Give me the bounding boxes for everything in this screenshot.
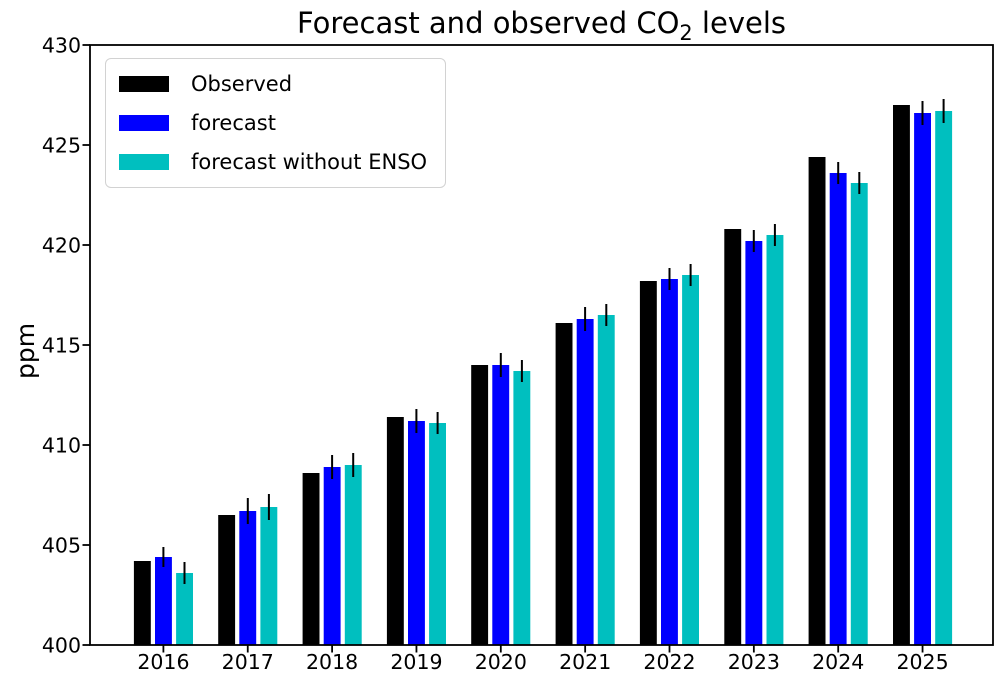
legend-swatch-forecast [119, 115, 169, 131]
x-tick-label-2017: 2017 [222, 650, 274, 674]
x-tick-label-2019: 2019 [390, 650, 442, 674]
x-tick-label-2023: 2023 [728, 650, 780, 674]
x-tick-label-2021: 2021 [559, 650, 611, 674]
bar-forecast-without-enso-2019 [429, 423, 446, 645]
x-tick-label-2024: 2024 [812, 650, 864, 674]
bar-forecast-2019 [408, 421, 425, 645]
chart-title: Forecast and observed CO2 levels [90, 6, 993, 43]
bar-forecast-2021 [576, 319, 594, 645]
y-tick-label-405: 405 [42, 533, 81, 557]
legend-item-forecast: forecast [119, 108, 427, 138]
legend-label-forecast-without-enso: forecast without ENSO [191, 150, 428, 174]
bar-observed-2016 [133, 561, 151, 645]
bar-observed-2022 [639, 281, 657, 645]
chart-title-subscript: 2 [679, 20, 693, 45]
y-tick-label-410: 410 [42, 433, 81, 457]
bar-forecast-2024 [829, 173, 847, 645]
bar-forecast-2017 [239, 511, 257, 645]
bar-forecast-without-enso-2016 [176, 573, 193, 645]
bar-forecast-without-enso-2020 [513, 371, 531, 645]
bar-forecast-without-enso-2017 [260, 507, 278, 645]
bar-observed-2017 [218, 515, 236, 645]
legend-swatch-observed [119, 76, 169, 92]
legend-swatch-forecast-without-enso [119, 154, 169, 170]
bar-observed-2023 [724, 229, 742, 645]
x-tick-label-2025: 2025 [896, 650, 948, 674]
bar-forecast-without-enso-2022 [682, 275, 699, 645]
bar-forecast-2018 [323, 467, 341, 645]
y-tick-label-425: 425 [42, 133, 81, 157]
legend-item-observed: Observed [119, 69, 427, 99]
bar-forecast-2020 [492, 365, 510, 645]
bar-observed-2021 [555, 323, 573, 645]
y-tick-label-420: 420 [42, 233, 81, 257]
legend-label-forecast: forecast [191, 111, 276, 135]
bar-observed-2018 [302, 473, 320, 645]
bar-forecast-2022 [661, 279, 678, 645]
legend-label-observed: Observed [191, 72, 293, 96]
chart-title-suffix: levels [692, 6, 787, 40]
x-tick-label-2016: 2016 [137, 650, 189, 674]
bar-forecast-without-enso-2023 [766, 235, 784, 645]
bar-observed-2019 [386, 417, 404, 645]
bar-forecast-without-enso-2018 [344, 465, 362, 645]
bar-observed-2025 [893, 105, 910, 645]
chart-title-text: Forecast and observed CO [296, 6, 680, 40]
x-tick-label-2020: 2020 [475, 650, 527, 674]
x-tick-label-2018: 2018 [306, 650, 358, 674]
bar-forecast-2025 [914, 113, 931, 645]
bar-forecast-2016 [155, 557, 172, 645]
legend-item-forecast-without-enso: forecast without ENSO [119, 147, 427, 177]
x-tick-label-2022: 2022 [643, 650, 695, 674]
bar-forecast-without-enso-2025 [935, 111, 953, 645]
y-tick-label-400: 400 [42, 633, 81, 657]
legend: Observed forecast forecast without ENSO [105, 58, 447, 188]
y-tick-label-415: 415 [42, 333, 81, 357]
bar-observed-2024 [808, 157, 826, 645]
bar-forecast-without-enso-2024 [850, 183, 868, 645]
bar-forecast-without-enso-2021 [597, 315, 615, 645]
bar-observed-2020 [471, 365, 489, 645]
y-tick-label-430: 430 [42, 33, 81, 57]
bar-forecast-2023 [745, 241, 763, 645]
